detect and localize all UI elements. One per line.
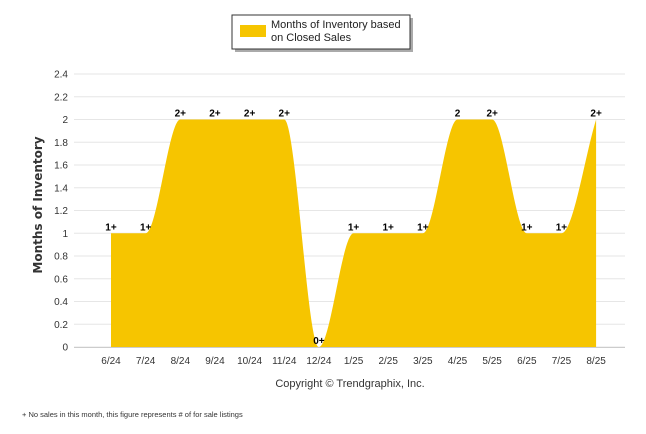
x-tick-label: 5/25	[482, 356, 502, 367]
data-label: 0+	[313, 336, 325, 347]
x-tick-label: 2/25	[378, 356, 398, 367]
x-tick-label: 7/25	[552, 356, 572, 367]
x-tick-label: 11/24	[272, 356, 297, 367]
data-label: 1+	[521, 222, 533, 233]
x-tick-label: 8/25	[586, 356, 606, 367]
data-label: 1+	[382, 222, 394, 233]
y-tick-label: 2	[62, 115, 68, 126]
y-tick-label: 0	[62, 343, 68, 354]
x-tick-label: 10/24	[237, 356, 262, 367]
x-tick-label: 7/24	[136, 356, 156, 367]
x-tick-label: 12/24	[306, 356, 331, 367]
data-label: 2+	[486, 109, 498, 120]
y-tick-label: 2.2	[54, 92, 68, 103]
data-label: 1+	[556, 222, 568, 233]
x-tick-label: 9/24	[205, 356, 225, 367]
x-tick-label: 6/24	[101, 356, 121, 367]
x-tick-label: 6/25	[517, 356, 537, 367]
data-label: 2+	[590, 109, 602, 120]
x-tick-label: 4/25	[448, 356, 468, 367]
data-label: 1+	[348, 222, 360, 233]
plot-area	[111, 119, 597, 347]
data-label: 2+	[175, 109, 187, 120]
legend: Months of Inventory based on Closed Sale…	[231, 14, 413, 52]
y-tick-label: 0.4	[54, 297, 68, 308]
y-tick-label: 0.2	[54, 320, 68, 331]
data-label: 2+	[209, 109, 221, 120]
area-series	[111, 119, 597, 347]
data-label: 2	[455, 109, 461, 120]
y-tick-label: 0.6	[54, 274, 68, 285]
y-tick-label: 1.4	[54, 183, 68, 194]
data-label: 2+	[279, 109, 291, 120]
footnote: + No sales in this month, this figure re…	[22, 410, 243, 419]
y-tick-label: 1.8	[54, 138, 68, 149]
data-label: 1+	[105, 222, 117, 233]
copyright: Copyright © Trendgraphix, Inc.	[275, 378, 424, 390]
legend-label-line1: Months of Inventory based	[271, 19, 401, 31]
x-tick-label: 1/25	[344, 356, 364, 367]
y-tick-label: 1.2	[54, 206, 68, 217]
x-axis: 6/24 7/24 8/24 9/24 10/24 11/24 12/24 1/25 2/25 3…	[74, 347, 625, 367]
y-tick-label: 0.8	[54, 252, 68, 263]
x-tick-label: 8/24	[171, 356, 191, 367]
y-tick-label: 2.4	[54, 70, 68, 81]
y-tick-label: 1	[62, 229, 68, 240]
data-label: 1+	[417, 222, 429, 233]
data-label: 2+	[244, 109, 256, 120]
y-axis: 0 0.2 0.4 0.6 0.8 1 1.2 1.4 1.6 1.8 2 2.2 2.4	[54, 70, 68, 354]
data-labels: 1+ 1+ 2+ 2+ 2+ 2+ 0+ 1+ 1+ 1+ 2 2+ 1+ 1+ 2+	[105, 109, 602, 348]
y-tick-label: 1.6	[54, 161, 68, 172]
legend-label-line2: on Closed Sales	[271, 32, 352, 44]
y-axis-title: Months of Inventory	[31, 136, 45, 273]
x-tick-label: 3/25	[413, 356, 433, 367]
data-label: 1+	[140, 222, 152, 233]
legend-swatch	[240, 25, 266, 37]
